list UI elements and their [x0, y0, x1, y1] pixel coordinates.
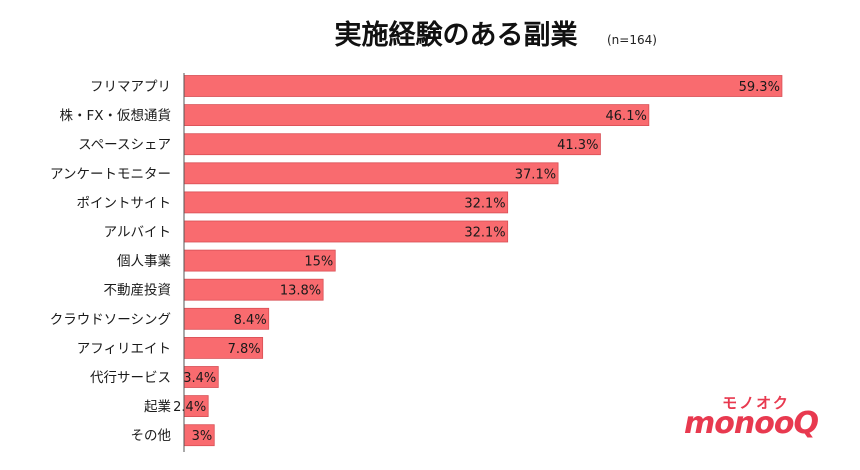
value-label: 8.4%	[234, 313, 267, 328]
value-label: 37.1%	[515, 167, 556, 182]
category-label: その他	[131, 428, 172, 444]
bar	[183, 104, 650, 126]
value-label: 41.3%	[557, 138, 598, 153]
value-label: 15%	[304, 255, 333, 270]
category-label: ポイントサイト	[77, 195, 172, 211]
category-label: 代行サービス	[90, 370, 171, 386]
category-label: アルバイト	[104, 225, 171, 241]
category-label: フリマアプリ	[90, 79, 171, 95]
value-label: 32.1%	[464, 196, 505, 211]
category-label: 株・FX・仮想通貨	[59, 107, 171, 124]
logo-wordmark: monooQ	[684, 406, 819, 441]
value-label: 3.4%	[183, 371, 216, 386]
value-label: 2.4%	[173, 400, 206, 415]
value-label: 7.8%	[228, 342, 261, 357]
chart-subtitle: (n=164)	[607, 33, 657, 47]
category-label: 不動産投資	[104, 283, 172, 299]
category-label: スペースシェア	[78, 137, 171, 153]
category-label: クラウドソーシング	[50, 312, 171, 328]
chart-title: 実施経験のある副業	[335, 19, 578, 51]
category-label: アフィリエイト	[77, 341, 171, 357]
bar	[183, 191, 509, 214]
category-label: 起業	[144, 399, 171, 415]
monooq-logo: モノオク monooQ	[676, 392, 826, 448]
bar	[183, 133, 601, 156]
category-label: 個人事業	[117, 254, 171, 270]
bar	[183, 220, 509, 243]
category-label: アンケートモニター	[50, 166, 171, 182]
value-label: 32.1%	[464, 226, 505, 241]
value-label: 46.1%	[606, 109, 647, 124]
logo-katakana: モノオク	[722, 394, 790, 412]
value-label: 13.8%	[280, 284, 321, 299]
value-label: 59.3%	[739, 80, 780, 95]
value-label: 3%	[192, 429, 213, 444]
bar	[183, 75, 783, 97]
bar	[183, 162, 559, 185]
